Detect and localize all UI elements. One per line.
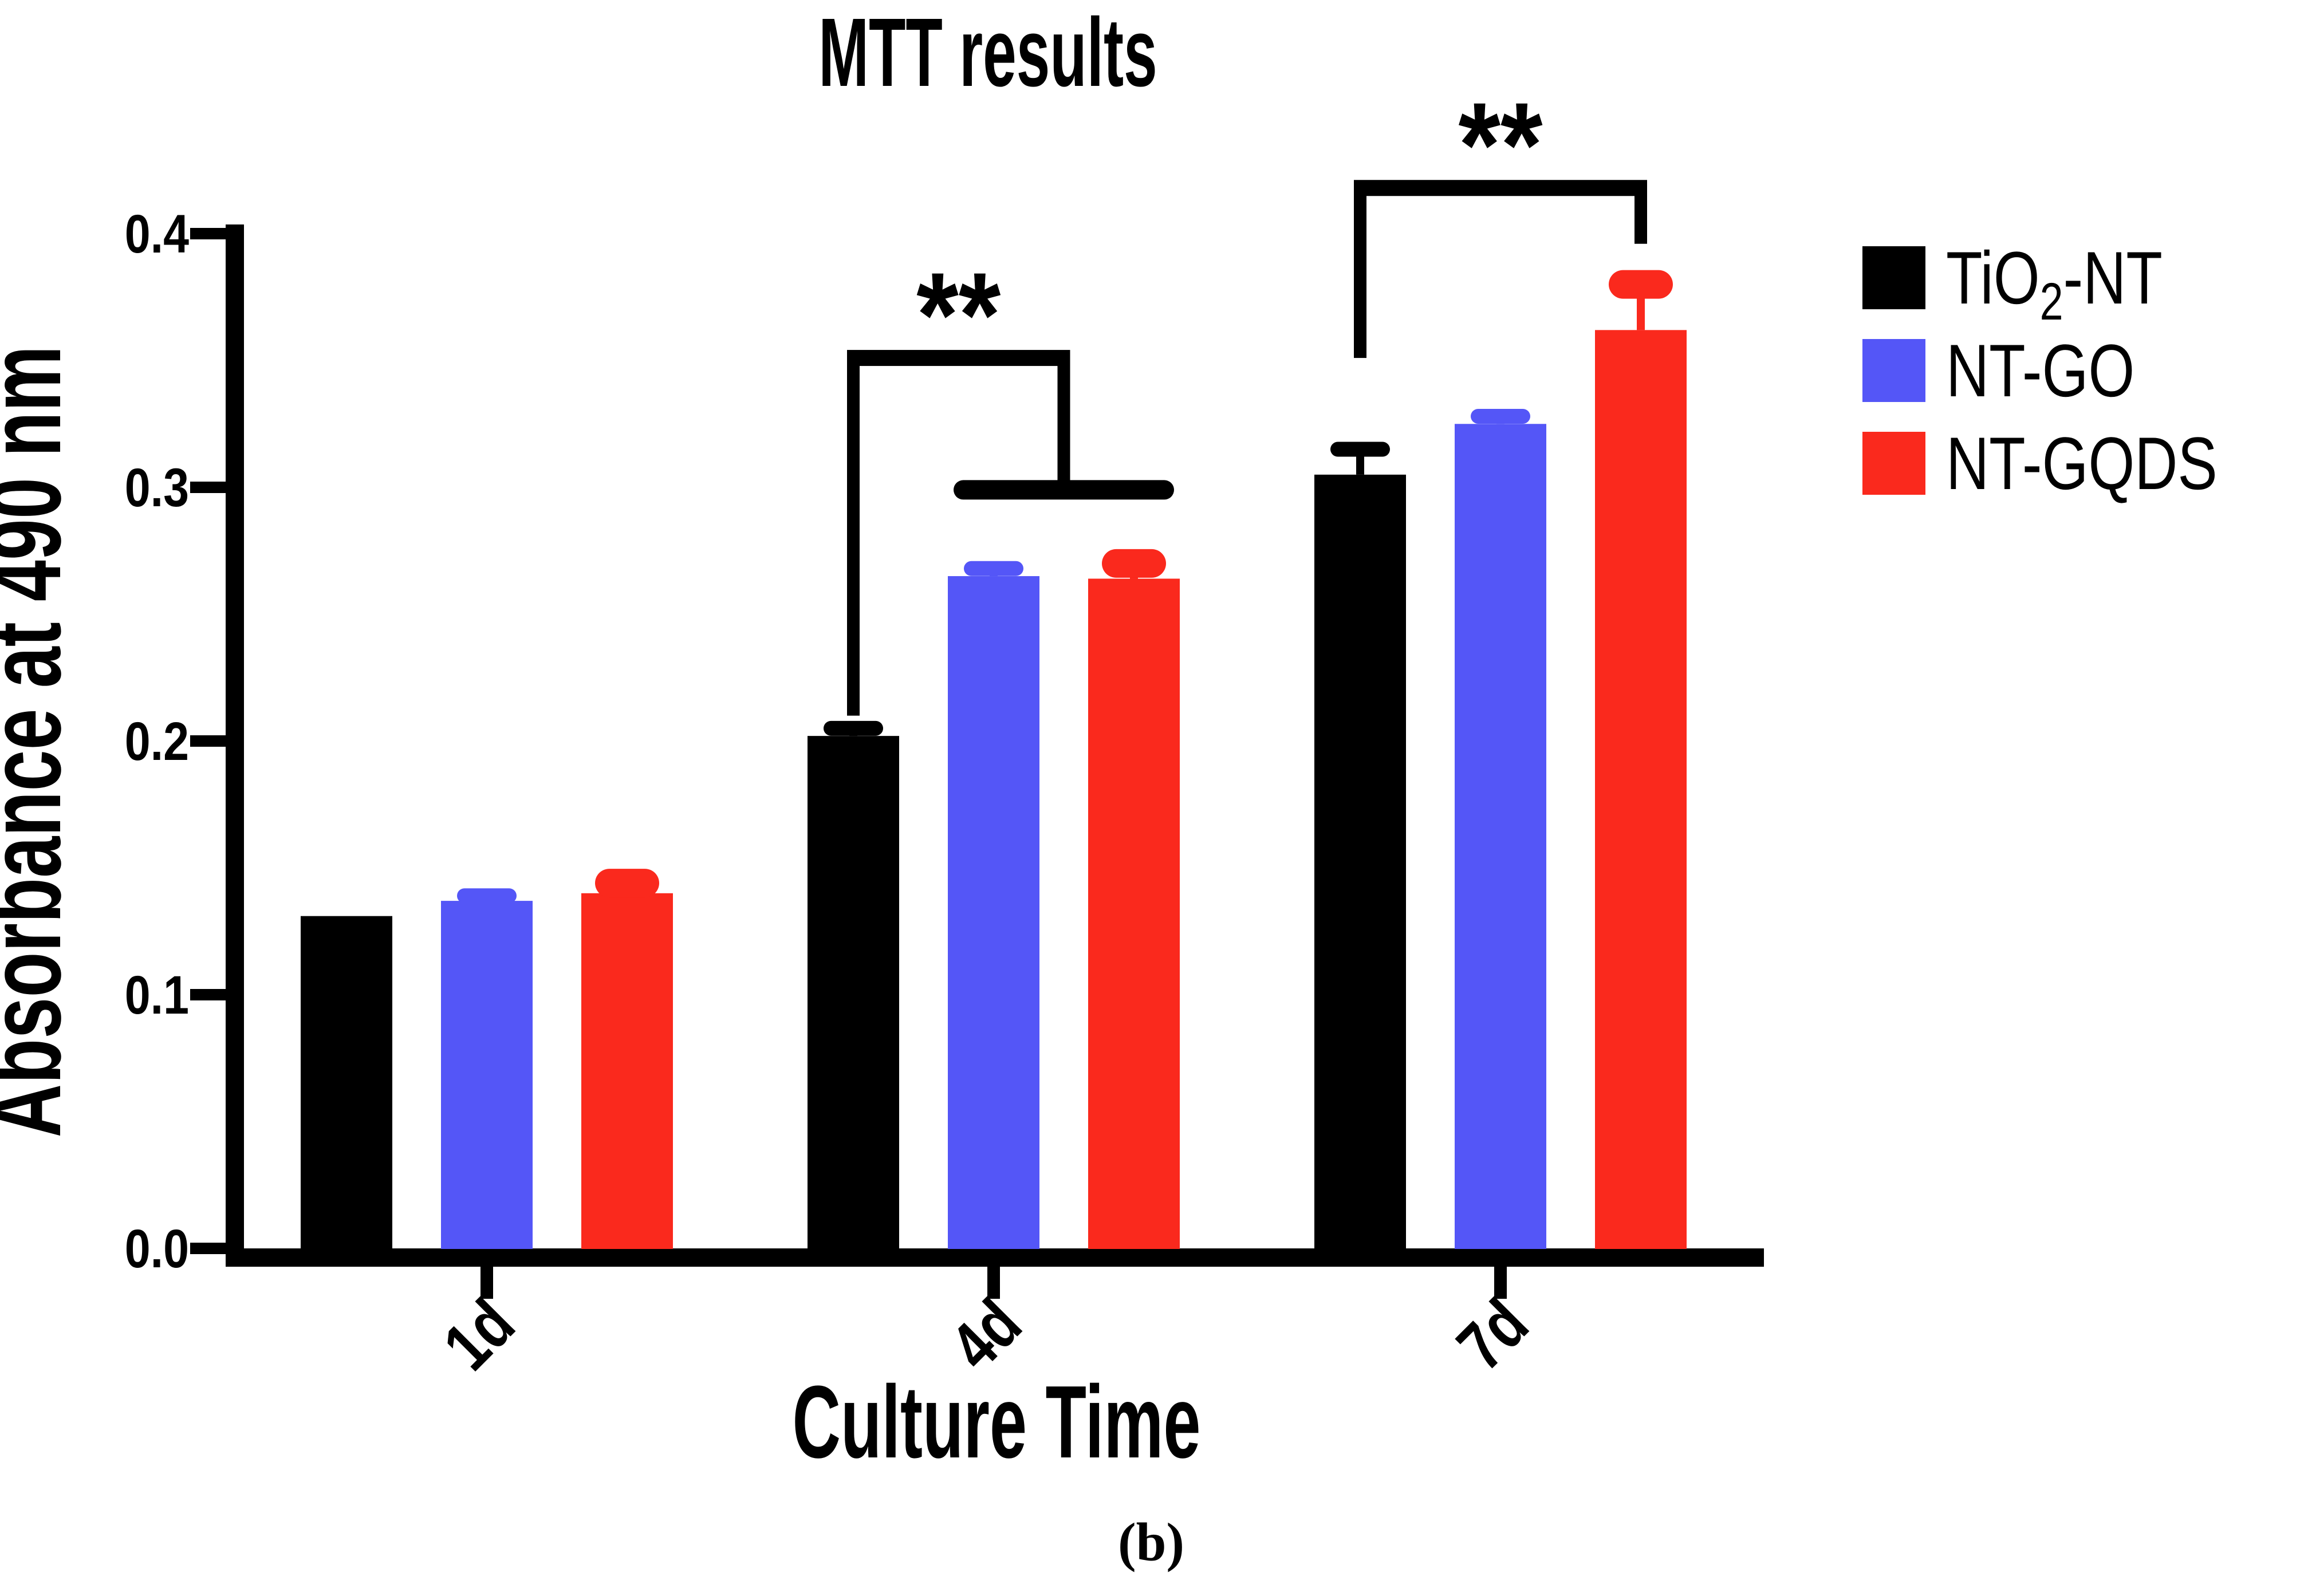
x-tick-label: 1d xyxy=(430,1285,529,1385)
legend-swatch xyxy=(1862,432,1925,495)
bracket-tee-line xyxy=(954,480,1174,499)
y-axis-line xyxy=(226,224,244,1267)
legend-label: NT-GQDS xyxy=(1946,421,2218,505)
bar-TiO2-NT-1d xyxy=(301,916,392,1249)
legend-label: TiO2-NT xyxy=(1946,236,2163,331)
error-cap xyxy=(1471,409,1530,424)
y-axis-title: Absorbance at 490 nm xyxy=(0,346,82,1138)
y-tick xyxy=(190,228,226,239)
y-tick-label: 0.4 xyxy=(125,203,189,265)
chart-title: MTT results xyxy=(818,0,1157,107)
y-tick xyxy=(190,989,226,1000)
legend-label: NT-GO xyxy=(1946,329,2134,412)
legend-swatch xyxy=(1862,339,1925,402)
bracket-left-line xyxy=(847,358,860,716)
y-tick xyxy=(190,482,226,493)
bracket-left-line xyxy=(1354,188,1366,358)
error-cap xyxy=(824,721,883,736)
bar-TiO2-NT-4d xyxy=(808,736,899,1249)
y-tick xyxy=(190,735,226,747)
error-cap xyxy=(1609,270,1673,299)
bar-NT-GO-7d xyxy=(1455,424,1546,1249)
legend-item: TiO2-NT xyxy=(1862,236,2163,331)
bracket-right-line xyxy=(1634,188,1647,243)
significance-bracket: ** xyxy=(1354,78,1647,358)
y-tick-label: 0.1 xyxy=(125,964,189,1026)
y-tick xyxy=(190,1243,226,1254)
bar-NT-GQDS-4d xyxy=(1088,578,1180,1249)
bars xyxy=(301,330,1687,1249)
error-cap xyxy=(1102,549,1166,578)
bar-NT-GQDS-1d xyxy=(581,893,673,1249)
significance-label: ** xyxy=(1458,78,1542,212)
legend-swatch xyxy=(1862,246,1925,309)
y-tick-label: 0.3 xyxy=(125,457,189,518)
legend-item: NT-GQDS xyxy=(1862,421,2218,505)
error-cap xyxy=(595,869,659,897)
x-axis-line xyxy=(226,1248,1764,1267)
bracket-right-line xyxy=(1058,358,1070,490)
y-tick-label: 0.0 xyxy=(125,1218,189,1279)
y-tick-label: 0.2 xyxy=(125,711,189,772)
bar-NT-GO-4d xyxy=(948,576,1039,1249)
bar-NT-GO-1d xyxy=(441,901,533,1249)
figure-caption: (b) xyxy=(1118,1512,1184,1573)
error-cap xyxy=(964,561,1023,576)
significance-label: ** xyxy=(916,248,1001,382)
bar-NT-GQDS-7d xyxy=(1595,330,1687,1249)
x-tick-label: 7d xyxy=(1443,1285,1543,1385)
y-axis-ticks: 0.0 0.1 0.2 0.3 0.4 xyxy=(125,203,226,1279)
x-axis-title: Culture Time xyxy=(793,1365,1201,1480)
legend-item: NT-GO xyxy=(1862,329,2134,412)
bar-TiO2-NT-7d xyxy=(1314,475,1406,1249)
error-cap xyxy=(457,888,517,903)
error-cap xyxy=(1330,442,1390,457)
